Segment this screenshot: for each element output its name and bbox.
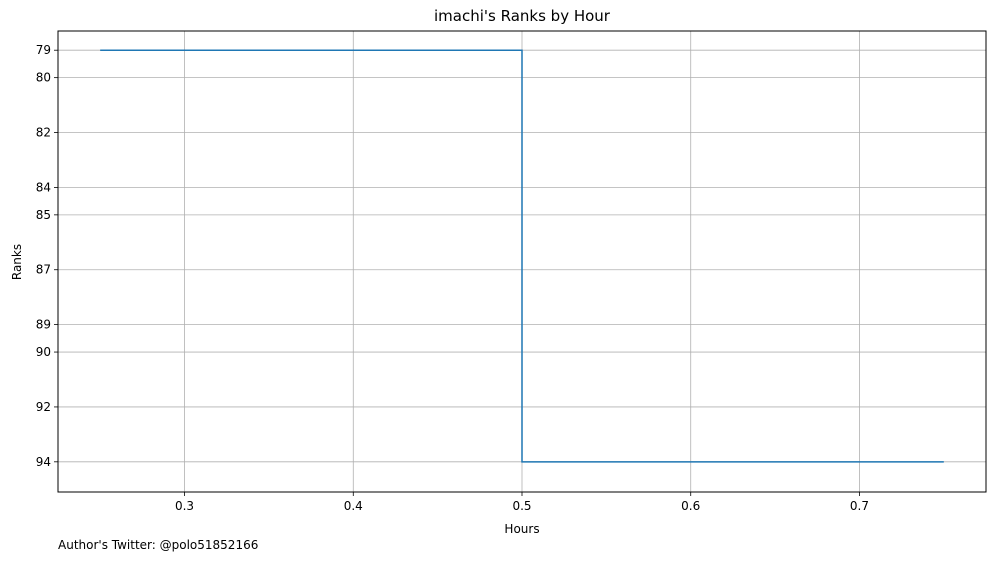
author-credit: Author's Twitter: @polo51852166 xyxy=(58,538,259,552)
y-tick-label: 87 xyxy=(36,263,51,277)
series-line xyxy=(100,49,944,463)
x-axis-label: Hours xyxy=(504,522,539,536)
series-layer xyxy=(100,49,944,463)
x-tick-label: 0.3 xyxy=(175,499,194,513)
y-tick-label: 79 xyxy=(36,43,51,57)
y-axis-label: Ranks xyxy=(10,244,24,280)
y-axis: 79 80 82 84 85 87 89 90 92 94 xyxy=(36,43,58,469)
x-tick-label: 0.6 xyxy=(681,499,700,513)
x-tick-label: 0.4 xyxy=(344,499,363,513)
y-tick-label: 94 xyxy=(36,455,51,469)
y-tick-label: 89 xyxy=(36,318,51,332)
y-tick-label: 90 xyxy=(36,345,51,359)
y-tick-label: 92 xyxy=(36,400,51,414)
x-tick-label: 0.7 xyxy=(850,499,869,513)
x-axis: 0.3 0.4 0.5 0.6 0.7 xyxy=(175,492,869,513)
x-tick-label: 0.5 xyxy=(512,499,531,513)
y-tick-label: 85 xyxy=(36,208,51,222)
y-tick-label: 82 xyxy=(36,126,51,140)
y-tick-label: 80 xyxy=(36,71,51,85)
chart-title: imachi's Ranks by Hour xyxy=(434,7,611,25)
y-tick-label: 84 xyxy=(36,180,51,194)
